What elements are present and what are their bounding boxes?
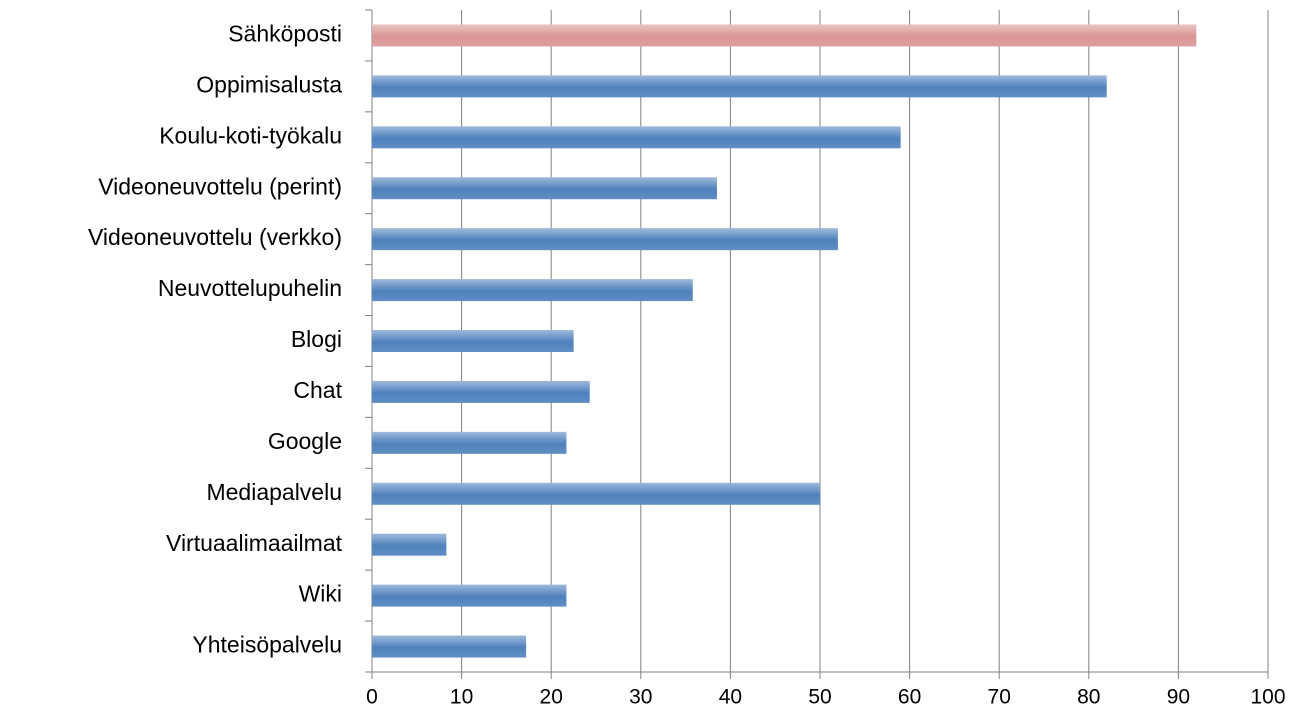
bar [372,75,1107,98]
bar [372,24,1197,47]
bar [372,533,447,556]
bar [372,431,567,454]
x-tick-label: 90 [1167,686,1190,709]
y-tick-label: Koulu-koti-työkalu [159,122,342,148]
x-tick-label: 80 [1077,686,1100,709]
bar [372,126,901,149]
y-tick-label: Neuvottelupuhelin [158,275,342,301]
y-tick-label: Google [268,428,342,454]
x-tick-label: 0 [366,686,378,709]
y-tick-label: Blogi [291,326,342,352]
x-tick-label: 50 [808,686,831,709]
x-tick-label: 30 [629,686,652,709]
y-tick-label: Virtuaalimaailmat [166,530,343,556]
bar [372,330,574,352]
y-tick-label: Mediapalvelu [206,479,342,505]
y-tick-label: Yhteisöpalvelu [192,632,342,658]
bar [372,584,567,607]
y-tick-label: Wiki [299,581,342,607]
y-tick-label: Videoneuvottelu (perint) [98,173,342,199]
y-tick-label: Chat [293,377,342,403]
x-tick-label: 70 [988,686,1011,709]
bar [372,228,838,251]
bar [372,635,527,658]
y-tick-label: Videoneuvottelu (verkko) [88,224,342,250]
x-tick-label: 20 [540,686,563,709]
y-tick-label: Sähköposti [228,21,342,47]
x-tick-label: 60 [898,686,921,709]
x-tick-label: 100 [1250,686,1285,709]
bar [372,177,717,200]
y-tick-label: Oppimisalusta [196,71,342,97]
x-tick-label: 10 [450,686,473,709]
bar [372,279,693,302]
bar [372,380,590,403]
bar [372,482,820,505]
x-tick-label: 40 [719,686,742,709]
